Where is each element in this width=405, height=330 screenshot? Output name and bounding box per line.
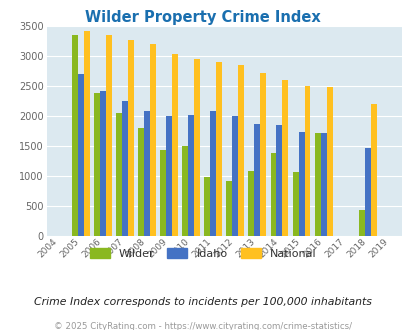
Bar: [298, 132, 304, 236]
Bar: [160, 150, 166, 236]
Bar: [226, 181, 232, 236]
Bar: [314, 133, 320, 236]
Text: © 2025 CityRating.com - https://www.cityrating.com/crime-statistics/: © 2025 CityRating.com - https://www.city…: [54, 322, 351, 330]
Bar: [194, 59, 200, 236]
Bar: [100, 91, 106, 236]
Bar: [182, 146, 188, 236]
Bar: [166, 116, 172, 236]
Bar: [84, 31, 90, 236]
Bar: [72, 35, 78, 236]
Bar: [270, 153, 276, 236]
Bar: [326, 87, 332, 236]
Bar: [128, 40, 134, 236]
Text: Wilder Property Crime Index: Wilder Property Crime Index: [85, 10, 320, 25]
Bar: [122, 101, 128, 236]
Bar: [320, 133, 326, 236]
Bar: [106, 35, 112, 236]
Bar: [358, 210, 364, 236]
Bar: [138, 128, 144, 236]
Bar: [370, 104, 376, 236]
Bar: [276, 125, 282, 236]
Legend: Wilder, Idaho, National: Wilder, Idaho, National: [85, 244, 320, 263]
Bar: [238, 65, 244, 236]
Bar: [188, 115, 194, 236]
Bar: [116, 113, 122, 236]
Text: Crime Index corresponds to incidents per 100,000 inhabitants: Crime Index corresponds to incidents per…: [34, 297, 371, 307]
Bar: [150, 44, 156, 236]
Bar: [210, 112, 216, 236]
Bar: [282, 80, 288, 236]
Bar: [204, 177, 210, 236]
Bar: [172, 54, 178, 236]
Bar: [254, 124, 260, 236]
Bar: [144, 111, 150, 236]
Bar: [78, 74, 84, 236]
Bar: [216, 62, 222, 236]
Bar: [94, 93, 100, 236]
Bar: [364, 148, 370, 236]
Bar: [292, 173, 298, 236]
Bar: [232, 116, 238, 236]
Bar: [260, 73, 266, 236]
Bar: [304, 86, 310, 236]
Bar: [248, 171, 254, 236]
